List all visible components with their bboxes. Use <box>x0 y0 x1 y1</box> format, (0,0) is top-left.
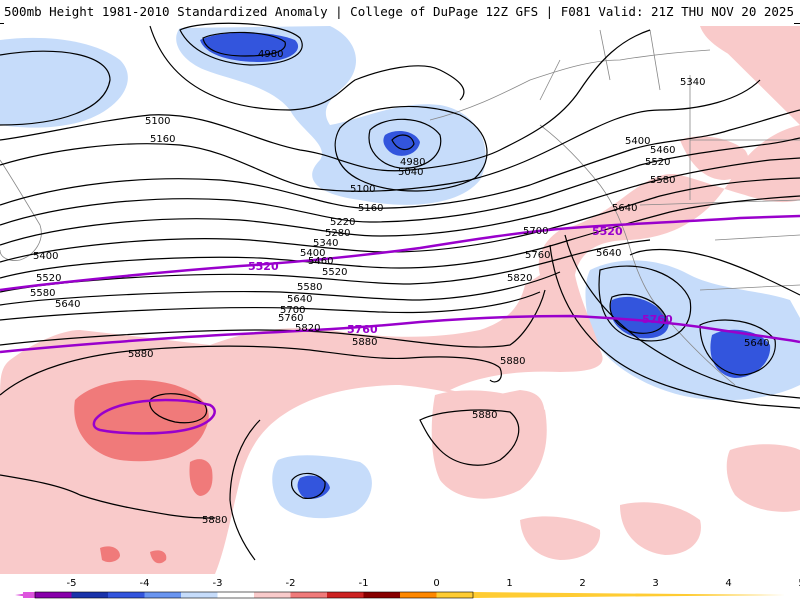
purple-reference-contours <box>0 214 800 435</box>
colorbar-max-arrow <box>473 592 785 598</box>
purple-contour-labels: 5520 5520 5760 5760 <box>248 225 673 336</box>
map-title: 500mb Height 1981-2010 Standardized Anom… <box>4 0 531 24</box>
colorbar-segment <box>108 592 145 598</box>
colorbar: -5 -4 -3 -2 -1 0 1 2 3 4 5 <box>15 578 800 599</box>
contour-labels: 4980 4980 5040 5100 5100 5160 5160 5220 … <box>30 49 769 526</box>
contour-label: 5400 <box>625 136 650 147</box>
colorbar-segment <box>71 592 109 598</box>
contour-label: 5520 <box>322 267 347 278</box>
colorbar-tick-label: 4 <box>725 578 731 589</box>
contour-label: 5640 <box>596 248 621 259</box>
contour-label: 5100 <box>145 116 170 127</box>
colorbar-tick-label: 1 <box>506 578 512 589</box>
contour-label: 5760 <box>525 250 550 261</box>
contour-label: 5820 <box>295 323 320 334</box>
contour-label: 5520 <box>36 273 61 284</box>
contour-label: 5880 <box>352 337 377 348</box>
contour-label: 5580 <box>297 282 322 293</box>
colorbar-segment <box>181 592 218 598</box>
purple-contour-label: 5520 <box>592 225 623 238</box>
colorbar-segment <box>35 592 72 598</box>
contour-label: 5880 <box>202 515 227 526</box>
contour-label: 5640 <box>744 338 769 349</box>
colorbar-tick-label: -5 <box>67 578 77 589</box>
colorbar-segment <box>363 592 401 598</box>
contour-label: 5220 <box>330 217 355 228</box>
colorbar-tick-label: -4 <box>140 578 150 589</box>
colorbar-tick-label: 5 <box>798 578 800 589</box>
colorbar-tick-label: 0 <box>433 578 439 589</box>
contour-label: 4980 <box>258 49 283 60</box>
colorbar-min-arrow <box>15 592 35 598</box>
contour-label: 5340 <box>680 77 705 88</box>
contour-label: 5400 <box>300 248 325 259</box>
contour-label: 5880 <box>128 349 153 360</box>
contour-label: 5640 <box>287 294 312 305</box>
model-run-info: 12Z GFS | F081 Valid: 21Z THU NOV 20 202… <box>485 0 794 24</box>
colorbar-tick-label: -2 <box>286 578 296 589</box>
colorbar-segment <box>436 592 474 598</box>
contour-label: 5340 <box>313 238 338 249</box>
coastlines <box>0 29 800 386</box>
contour-label: 5820 <box>507 273 532 284</box>
contour-label: 5580 <box>650 175 675 186</box>
contour-label: 5280 <box>325 228 350 239</box>
contour-label: 5580 <box>30 288 55 299</box>
contour-label: 5700 <box>523 226 548 237</box>
contour-label: 5880 <box>472 410 497 421</box>
colorbar-tick-label: -3 <box>213 578 223 589</box>
contour-label: 5700 <box>280 305 305 316</box>
colorbar-outline <box>34 591 474 599</box>
contour-label: 5880 <box>500 356 525 367</box>
contour-label: 5040 <box>398 167 423 178</box>
contour-label: 4980 <box>400 157 425 168</box>
colorbar-segment <box>254 592 291 598</box>
colorbar-segment <box>327 592 364 598</box>
contour-label: 5520 <box>645 157 670 168</box>
contour-label: 5160 <box>150 134 175 145</box>
purple-contour-label: 5520 <box>248 260 279 273</box>
colorbar-segment <box>144 592 182 598</box>
colorbar-tick-label: 2 <box>579 578 585 589</box>
colorbar-tick-label: -1 <box>359 578 369 589</box>
colorbar-tick-label: 3 <box>652 578 658 589</box>
height-contours <box>0 22 800 561</box>
purple-contour-label: 5760 <box>347 323 378 336</box>
contour-label: 5640 <box>55 299 80 310</box>
contour-label: 5460 <box>650 145 675 156</box>
contour-label: 5640 <box>612 203 637 214</box>
contour-label: 5460 <box>308 256 333 267</box>
colorbar-segment <box>217 592 255 598</box>
colorbar-segment <box>400 592 437 598</box>
contour-label: 5400 <box>33 251 58 262</box>
contour-label: 5100 <box>350 184 375 195</box>
colorbar-segment <box>290 592 328 598</box>
contour-label: 5760 <box>278 313 303 324</box>
contour-label: 5160 <box>358 203 383 214</box>
purple-contour-label: 5760 <box>642 313 673 326</box>
